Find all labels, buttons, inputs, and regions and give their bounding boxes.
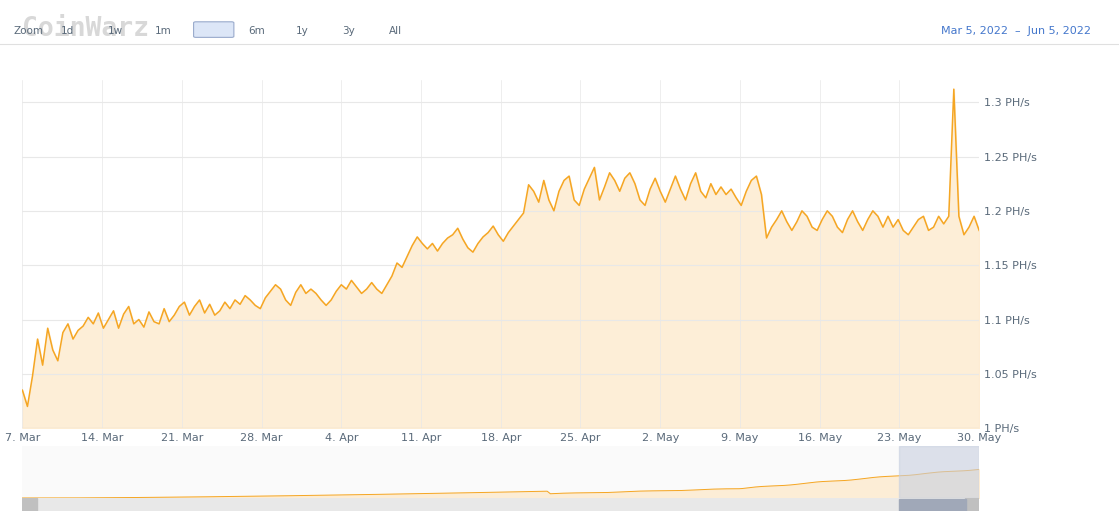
Text: Mar 5, 2022  –  Jun 5, 2022: Mar 5, 2022 – Jun 5, 2022 <box>941 26 1091 36</box>
Text: 1y: 1y <box>295 26 308 36</box>
Text: 3m: 3m <box>201 26 219 36</box>
Bar <box>22 498 37 511</box>
Text: 1m: 1m <box>154 26 171 36</box>
Text: All: All <box>389 26 403 36</box>
Text: 1w: 1w <box>107 26 123 36</box>
Bar <box>965 498 979 511</box>
Text: 1d: 1d <box>60 26 74 36</box>
Text: Zoom: Zoom <box>13 26 44 36</box>
Text: CoinWarz: CoinWarz <box>22 16 149 42</box>
Bar <box>899 446 979 498</box>
Text: 6m: 6m <box>248 26 265 36</box>
Bar <box>899 499 966 511</box>
Text: 3y: 3y <box>342 26 355 36</box>
